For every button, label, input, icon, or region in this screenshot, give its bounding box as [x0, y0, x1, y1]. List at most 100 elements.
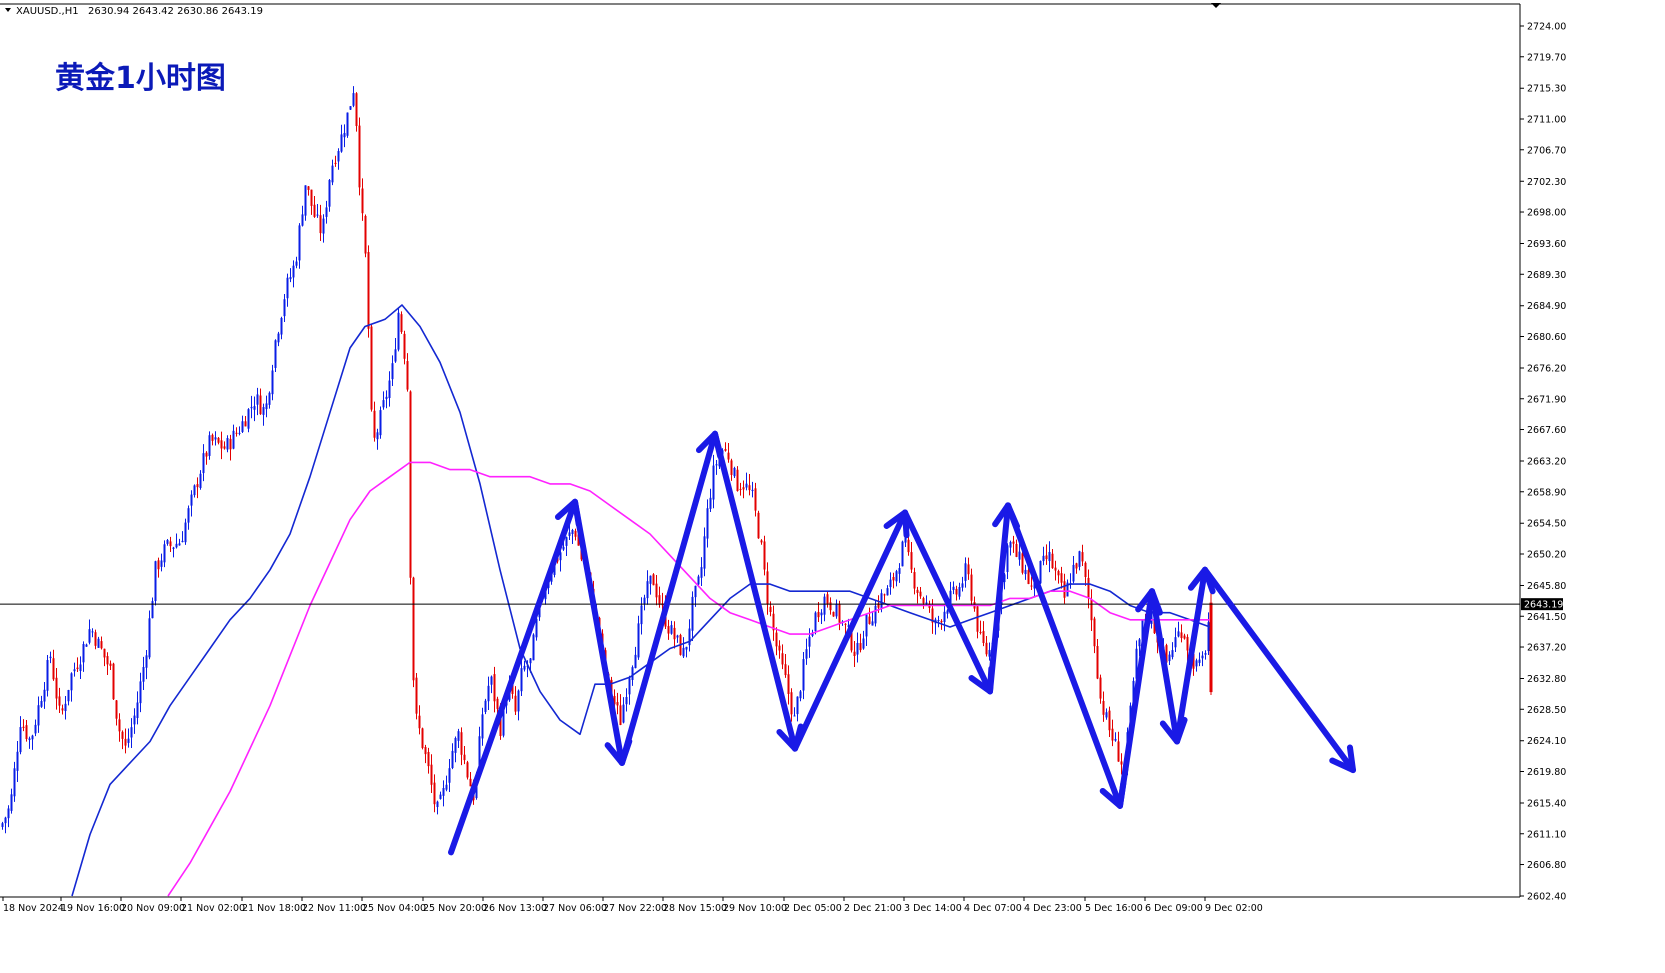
time-tick-label: 3 Dec 14:00 [904, 903, 962, 914]
candle [61, 704, 64, 715]
candle [772, 605, 775, 641]
candles-layer [1, 86, 1213, 834]
candle [268, 391, 271, 409]
candle [844, 623, 847, 635]
price-tick-label: 2641.50 [1527, 612, 1566, 623]
candle [964, 557, 967, 588]
time-tick-label: 27 Nov 06:00 [543, 903, 607, 914]
candle [463, 745, 466, 765]
time-tick-label: 21 Nov 18:00 [242, 903, 306, 914]
candle [37, 696, 40, 733]
candle [364, 214, 367, 258]
candle [1114, 732, 1117, 742]
candle [628, 675, 631, 705]
candle [703, 527, 706, 577]
ma-slow-line [167, 461, 1210, 897]
candle [745, 472, 748, 491]
price-tick-label: 2693.60 [1527, 239, 1566, 250]
candle [298, 223, 301, 269]
candle [649, 575, 652, 595]
candle [445, 775, 448, 792]
candle [1078, 550, 1081, 571]
candle [676, 634, 679, 643]
candle [292, 260, 295, 288]
candle [826, 592, 829, 608]
price-tick-label: 2680.60 [1527, 332, 1566, 343]
candle [571, 528, 574, 545]
trend-arrow-segment [1005, 502, 1123, 809]
candle [1120, 753, 1123, 775]
chart-frame [0, 3, 1521, 898]
candle [94, 629, 97, 650]
candle [754, 482, 757, 517]
trend-arrow-segment [619, 430, 718, 766]
candle [19, 716, 22, 755]
candle [49, 651, 52, 664]
candle [454, 736, 457, 763]
candle [316, 203, 319, 218]
candle [340, 124, 343, 153]
candle [199, 470, 202, 490]
candle [106, 652, 109, 676]
candle [145, 650, 148, 680]
candle [1111, 719, 1114, 747]
candle [688, 619, 691, 652]
candle [1102, 691, 1105, 722]
candle [637, 615, 640, 660]
candle [1084, 561, 1087, 586]
candle [1093, 616, 1096, 654]
candle [112, 662, 115, 701]
candle [283, 293, 286, 323]
candle [1048, 541, 1051, 573]
time-tick-label: 20 Nov 09:00 [121, 903, 185, 914]
price-tick-label: 2654.50 [1527, 519, 1566, 530]
candle [178, 538, 181, 546]
candle [85, 643, 88, 647]
candle [88, 619, 91, 645]
candle [958, 582, 961, 600]
candle [1027, 567, 1030, 585]
candle [532, 633, 535, 661]
candle [202, 444, 205, 482]
candle [238, 426, 241, 436]
candle [982, 621, 985, 647]
price-tick-label: 2689.30 [1527, 270, 1566, 281]
candle [337, 148, 340, 170]
candle [1057, 569, 1060, 584]
candle [184, 518, 187, 545]
candle [856, 632, 859, 663]
candle [358, 117, 361, 196]
candle [967, 557, 970, 580]
candle [235, 427, 238, 437]
candle [100, 636, 103, 650]
candle [382, 391, 385, 410]
price-tick-label: 2637.20 [1527, 643, 1566, 654]
candle [169, 536, 172, 553]
candle [1030, 576, 1033, 591]
candle [388, 371, 391, 407]
candle [52, 649, 55, 681]
price-tick-label: 2602.40 [1527, 892, 1566, 903]
time-tick-label: 5 Dec 16:00 [1085, 903, 1143, 914]
candle [1003, 573, 1006, 590]
candle [274, 339, 277, 373]
candle [157, 557, 160, 578]
candle [259, 388, 262, 415]
candle [403, 330, 406, 365]
price-tick-label: 2719.70 [1527, 52, 1566, 63]
candle [730, 458, 733, 481]
candle [514, 686, 517, 715]
collapse-triangle-icon[interactable] [5, 8, 11, 12]
candle [481, 707, 484, 746]
candle [952, 581, 955, 595]
candle [376, 428, 379, 450]
candle [796, 696, 799, 722]
candle [799, 690, 802, 702]
candle [1039, 560, 1042, 585]
time-tick-label: 22 Nov 11:00 [302, 903, 366, 914]
candle [457, 728, 460, 748]
chart-annotation-title: 黄金1小时图 [55, 61, 226, 96]
candle [820, 609, 823, 625]
chart-shift-marker-icon[interactable] [1211, 3, 1221, 8]
